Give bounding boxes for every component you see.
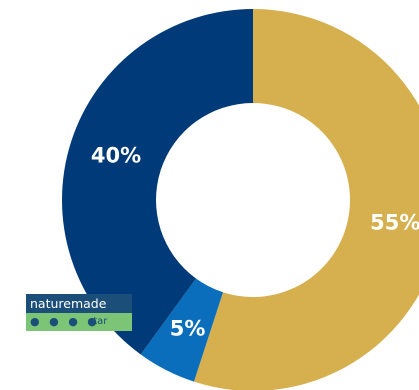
donut-slices	[62, 9, 419, 390]
donut-slice-0	[193, 9, 419, 390]
donut-slice-label-2: 40%	[91, 144, 141, 168]
logo-badge: ● ● ● ● star	[26, 313, 132, 331]
logo-dots: ● ● ● ●	[30, 315, 100, 328]
donut-labels: 55% 5% 40%	[91, 144, 419, 341]
logo-star-text: star	[88, 316, 108, 327]
donut-slice-2	[62, 9, 253, 355]
naturemade-star-logo: naturemade ● ● ● ● star	[26, 294, 132, 331]
donut-slice-1	[140, 278, 224, 382]
logo-brand-text: naturemade	[26, 294, 132, 313]
donut-slice-label-1: 5%	[170, 316, 206, 340]
donut-slice-label-0: 55%	[370, 211, 419, 235]
